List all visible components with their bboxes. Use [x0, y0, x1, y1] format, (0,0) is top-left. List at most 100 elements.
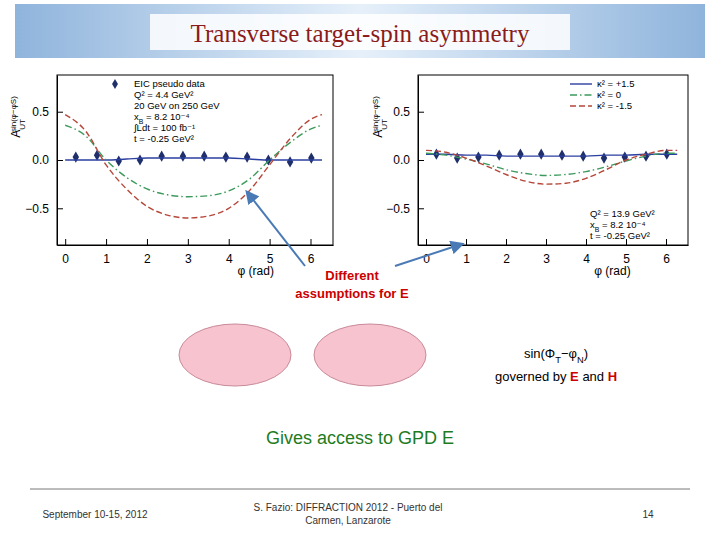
tick-label: 0.0: [32, 153, 49, 167]
tick-mark: [65, 239, 66, 245]
tick-label: 2: [503, 252, 510, 266]
text-part: H: [608, 369, 617, 384]
legend: EIC pseudo data: [112, 78, 205, 89]
tick-mark: [188, 239, 189, 245]
tick-mark: [311, 239, 312, 245]
text-part: sin(φ−φS): [371, 96, 380, 132]
legend-label: κ² = +1.5: [597, 78, 635, 89]
legend-label: κ² = -1.5: [597, 100, 632, 111]
text-part: UT: [380, 119, 389, 130]
plot-frame: [418, 75, 688, 245]
chart-annotation: t = -0.25 GeV²: [134, 133, 194, 144]
arrow: [247, 192, 305, 266]
plot-marks: [426, 149, 677, 185]
tick-label: 6: [663, 252, 670, 266]
tick: 5: [267, 239, 274, 266]
chart-annotation: Q² = 4.4 GeV²: [134, 89, 193, 100]
data-point: [73, 152, 79, 163]
tick-label: 6: [308, 252, 315, 266]
x-axis-title: φ (rad): [237, 264, 273, 278]
tick: 6: [308, 239, 315, 266]
data-point: [116, 155, 122, 166]
tick-mark: [418, 160, 424, 161]
tick-mark: [506, 239, 507, 245]
tick-label: 3: [185, 252, 192, 266]
conclusion: Gives access to GPD E: [266, 428, 454, 448]
tick-label: 1: [103, 252, 110, 266]
header-band: [15, 4, 705, 58]
curve: [65, 125, 322, 196]
tick: 0: [62, 239, 69, 266]
tick: 3: [543, 239, 550, 266]
tick-mark: [418, 208, 424, 209]
tick-mark: [57, 112, 63, 113]
tick-label: 0.0: [393, 153, 410, 167]
text-part: and: [579, 369, 608, 384]
tick-mark: [586, 239, 587, 245]
tick-label: −0.5: [386, 202, 410, 216]
x-axis-title: φ (rad): [594, 264, 630, 278]
data-point: [538, 149, 544, 160]
ellipse: [314, 324, 426, 386]
text-part: E: [570, 369, 579, 384]
tick: 6: [663, 239, 670, 266]
text-part: = 8.2 10⁻⁴: [143, 111, 189, 122]
text-line: Different: [325, 268, 379, 283]
text-part: t = -0.25 GeV²: [590, 230, 650, 241]
plot-frame: [57, 75, 333, 245]
data-point: [475, 152, 481, 163]
data-point: [137, 154, 143, 165]
tick-label: 1: [463, 252, 470, 266]
tick-label: 0.5: [32, 105, 49, 119]
tick: 0.5: [32, 105, 63, 119]
data-point: [201, 151, 207, 162]
tick: 3: [185, 239, 192, 266]
data-point: [180, 151, 186, 162]
formula: sin(ΦT−φN): [524, 346, 588, 365]
tick-label: 4: [583, 252, 590, 266]
legend-swatch: [570, 83, 592, 84]
tick: 0.0: [393, 153, 424, 167]
tick-label: 0: [62, 252, 69, 266]
text-line: Carmen, Lanzarote: [305, 515, 391, 526]
text-part: = 8.2 10⁻⁴: [599, 219, 645, 230]
tick-mark: [466, 239, 467, 245]
data-point: [223, 152, 229, 163]
x-axis: 0123456: [419, 239, 689, 266]
data-point: [244, 152, 250, 163]
slide: Transverse target-spin asymmetry 0 1 2 3 4 5 6 −…: [0, 0, 720, 540]
tick-mark: [57, 160, 63, 161]
curve: [426, 154, 677, 156]
footer-date: September 10-15, 2012: [42, 509, 148, 520]
data-point: [158, 151, 164, 162]
tick: 5: [623, 239, 630, 266]
arrow-note: Differentassumptions for E: [295, 268, 409, 301]
tick: 0.0: [32, 153, 63, 167]
text-part: sin(φ−φS): [9, 96, 18, 132]
text-part: ∫Ldt = 100 fb⁻¹: [133, 122, 195, 133]
tick-label: −0.5: [25, 202, 49, 216]
y-axis: −0.50.00.5: [386, 76, 424, 246]
data-point: [601, 152, 607, 163]
tick: 2: [503, 239, 510, 266]
text-part: governed by: [495, 369, 570, 384]
tick: 4: [226, 239, 233, 266]
tick: −0.5: [386, 202, 424, 216]
chart: 0 1 2 3 4 5 6 −0.5 0.0 0.5 φ (rad) AUTsin(φ−φS) EIC …: [9, 75, 334, 278]
chart-annotation: 20 GeV on 250 GeV: [134, 100, 220, 111]
chart: 0123456−0.50.00.5φ (rad)AUTsin(φ−φS)κ² =…: [371, 75, 689, 278]
ellipse: [179, 324, 291, 386]
curve: [65, 115, 322, 218]
legend-label: EIC pseudo data: [134, 78, 205, 89]
tick-label: 4: [226, 252, 233, 266]
text-part: t = -0.25 GeV²: [134, 133, 194, 144]
tick-mark: [229, 239, 230, 245]
text-part: sin(Φ: [524, 346, 555, 361]
slide-title: Transverse target-spin asymmetry: [191, 20, 530, 47]
tick-label: 2: [144, 252, 151, 266]
y-axis-title: AUTsin(φ−φS): [9, 96, 27, 138]
tick-mark: [147, 239, 148, 245]
y-axis-title: AUTsin(φ−φS): [371, 96, 389, 138]
tick: 1: [103, 239, 110, 266]
data-point: [559, 150, 565, 161]
